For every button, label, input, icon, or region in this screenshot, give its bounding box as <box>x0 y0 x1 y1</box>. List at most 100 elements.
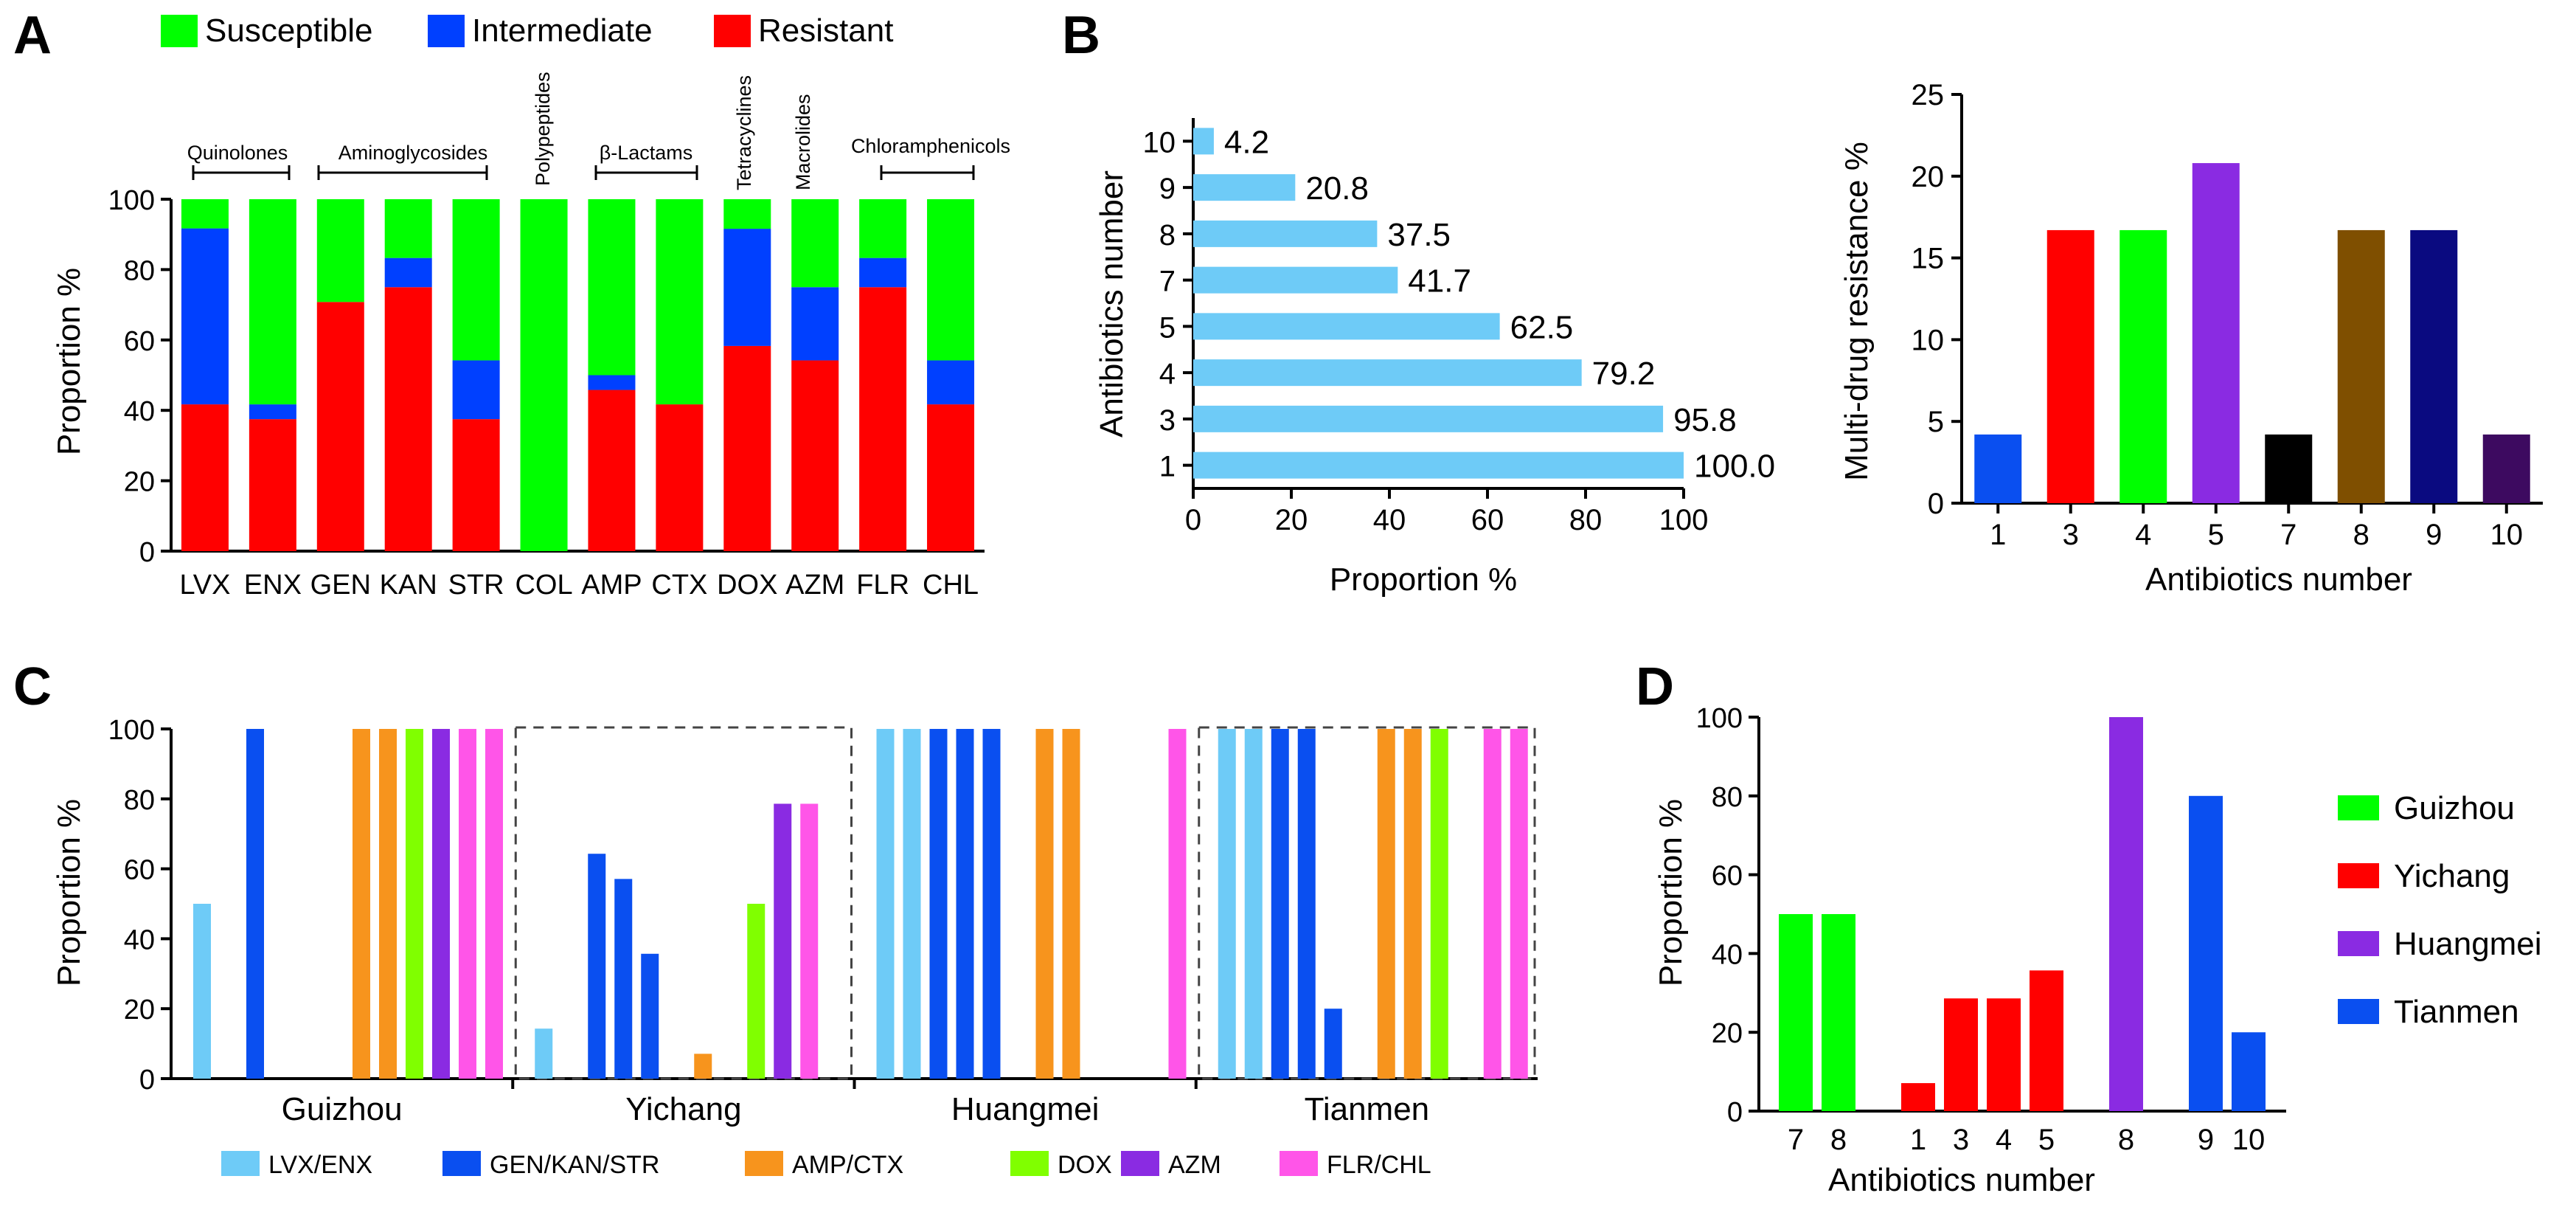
a-bar-intermediate <box>384 257 432 288</box>
group-label: β-Lactams <box>600 142 693 164</box>
b-left-value-label: 20.8 <box>1305 170 1369 207</box>
a-bar-susceptible <box>927 199 975 361</box>
d-x-tick-label: 8 <box>1830 1124 1847 1156</box>
d-ylabel: Proportion % <box>1653 799 1689 986</box>
b-left-bar <box>1193 452 1684 479</box>
c-bar-gen-kan-str <box>982 729 1001 1079</box>
legend-label-intermediate: Intermediate <box>472 13 653 49</box>
a-bar-intermediate <box>927 360 975 405</box>
panel-label-c: C <box>13 657 52 716</box>
b-right-y-tick-label: 5 <box>1928 406 1944 438</box>
d-bar-guizhou <box>1779 914 1813 1111</box>
a-x-tick-label: CTX <box>651 570 707 601</box>
a-y-tick-label: 40 <box>124 396 155 427</box>
d-x-tick-label: 5 <box>2038 1124 2055 1156</box>
b-left-y-tick-label: 7 <box>1159 266 1176 298</box>
c-bar-gen-kan-str <box>1324 1009 1342 1079</box>
c-legend-swatch <box>745 1151 783 1176</box>
b-left-y-tick-label: 10 <box>1143 126 1176 159</box>
c-region-label: Guizhou <box>282 1091 403 1127</box>
c-legend-label: DOX <box>1058 1151 1112 1179</box>
a-y-tick-label: 100 <box>108 185 155 216</box>
a-bar-intermediate <box>588 375 636 390</box>
d-legend-swatch <box>2338 795 2379 820</box>
a-ylabel: Proportion % <box>51 268 87 455</box>
d-x-tick-label: 3 <box>1953 1124 1969 1156</box>
c-region-label: Yichang <box>625 1091 741 1127</box>
b-left-value-label: 79.2 <box>1592 356 1656 392</box>
a-bar-intermediate <box>859 257 907 288</box>
b-left-y-tick-label: 5 <box>1159 311 1176 344</box>
d-y-tick-label: 100 <box>1696 703 1743 734</box>
a-bar-intermediate <box>249 404 296 420</box>
c-bar-lvx-enx <box>535 1028 553 1079</box>
a-y-tick-label: 0 <box>139 537 155 568</box>
b-right-bar <box>2410 229 2458 503</box>
c-y-tick-label: 60 <box>124 855 155 886</box>
b-left-value-label: 100.0 <box>1694 449 1775 485</box>
b-right-bar <box>2482 434 2530 503</box>
b-right-xlabel: Antibiotics number <box>2145 561 2412 598</box>
d-bar-yichang <box>1987 998 2021 1111</box>
c-ylabel: Proportion % <box>51 799 87 986</box>
d-x-tick-label: 10 <box>2232 1124 2266 1156</box>
c-legend-label: FLR/CHL <box>1327 1151 1431 1179</box>
c-bar-flr-chl <box>459 729 476 1079</box>
a-bar-resistant <box>723 345 771 551</box>
c-bar-gen-kan-str <box>614 879 633 1079</box>
c-bar-gen-kan-str <box>641 953 659 1079</box>
b-left-ylabel: Antibiotics number <box>1094 170 1130 438</box>
panel-c-chart: 0 20 40 60 80 100 Guizhou Yichang Huangmei Tianme… <box>108 715 1538 1179</box>
d-legend-label: Tianmen <box>2394 994 2519 1030</box>
c-bar-azm <box>432 729 450 1079</box>
c-bar-amp-ctx <box>1035 729 1054 1079</box>
c-legend-label: GEN/KAN/STR <box>490 1151 659 1179</box>
a-bar-resistant <box>249 419 296 551</box>
c-bar-gen-kan-str <box>1297 729 1316 1079</box>
c-bar-flr-chl <box>485 729 503 1079</box>
a-bar-susceptible <box>181 199 229 229</box>
c-legend-swatch <box>1121 1151 1159 1176</box>
legend-label-resistant: Resistant <box>758 13 893 49</box>
b-left-x-tick-label: 80 <box>1569 504 1603 536</box>
d-bar-tianmen <box>2189 795 2223 1111</box>
panel-a-chart: 0 20 40 60 80 100 LVX ENX GEN KAN STR COL AMP CTX DOX A… <box>108 185 985 601</box>
c-bar-gen-kan-str <box>929 729 948 1079</box>
c-legend-swatch <box>442 1151 481 1176</box>
a-bar-resistant <box>859 287 907 551</box>
panel-b-left-chart: 0 20 40 60 80 100 1 100.0 3 95.8 4 79.2 5 62.5 7 41.7 8 3… <box>1143 118 1775 536</box>
b-right-x-tick-label: 5 <box>2208 519 2224 551</box>
b-right-y-tick-label: 15 <box>1912 243 1945 275</box>
d-x-tick-label: 1 <box>1910 1124 1926 1156</box>
b-right-y-tick-label: 0 <box>1928 488 1944 520</box>
a-bar-susceptible <box>249 199 296 405</box>
b-left-value-label: 4.2 <box>1224 124 1269 160</box>
group-beta-lactams: β-Lactams <box>594 142 698 180</box>
c-bar-lvx-enx <box>903 729 921 1079</box>
b-right-bar <box>2337 229 2385 503</box>
b-left-y-tick-label: 4 <box>1159 358 1176 390</box>
b-right-x-tick-label: 3 <box>2063 519 2079 551</box>
a-bar-intermediate <box>723 229 771 346</box>
b-right-x-tick-label: 9 <box>2426 519 2442 551</box>
d-bar-tianmen <box>2232 1032 2266 1111</box>
c-y-tick-label: 0 <box>139 1065 155 1096</box>
d-bar-yichang <box>1944 998 1978 1111</box>
b-left-x-tick-label: 20 <box>1275 504 1308 536</box>
c-bar-flr-chl <box>800 803 819 1079</box>
c-bar-amp-ctx <box>1403 729 1422 1079</box>
b-right-y-tick-label: 10 <box>1912 324 1945 356</box>
a-bar-intermediate <box>791 287 839 361</box>
legend-swatch-resistant <box>714 15 751 47</box>
panel-b-right-chart: 0 5 10 15 20 25 1 3 4 5 7 8 9 10 <box>1912 79 2543 551</box>
b-left-value-label: 41.7 <box>1408 263 1471 300</box>
b-right-x-tick-label: 7 <box>2280 519 2296 551</box>
a-bar-resistant <box>588 390 636 551</box>
b-right-x-tick-label: 1 <box>1990 519 2006 551</box>
c-bar-amp-ctx <box>353 729 370 1079</box>
panel-label-b: B <box>1062 6 1100 65</box>
c-bar-lvx-enx <box>876 729 895 1079</box>
c-bar-amp-ctx <box>694 1054 712 1079</box>
b-right-y-tick-label: 25 <box>1912 79 1945 111</box>
